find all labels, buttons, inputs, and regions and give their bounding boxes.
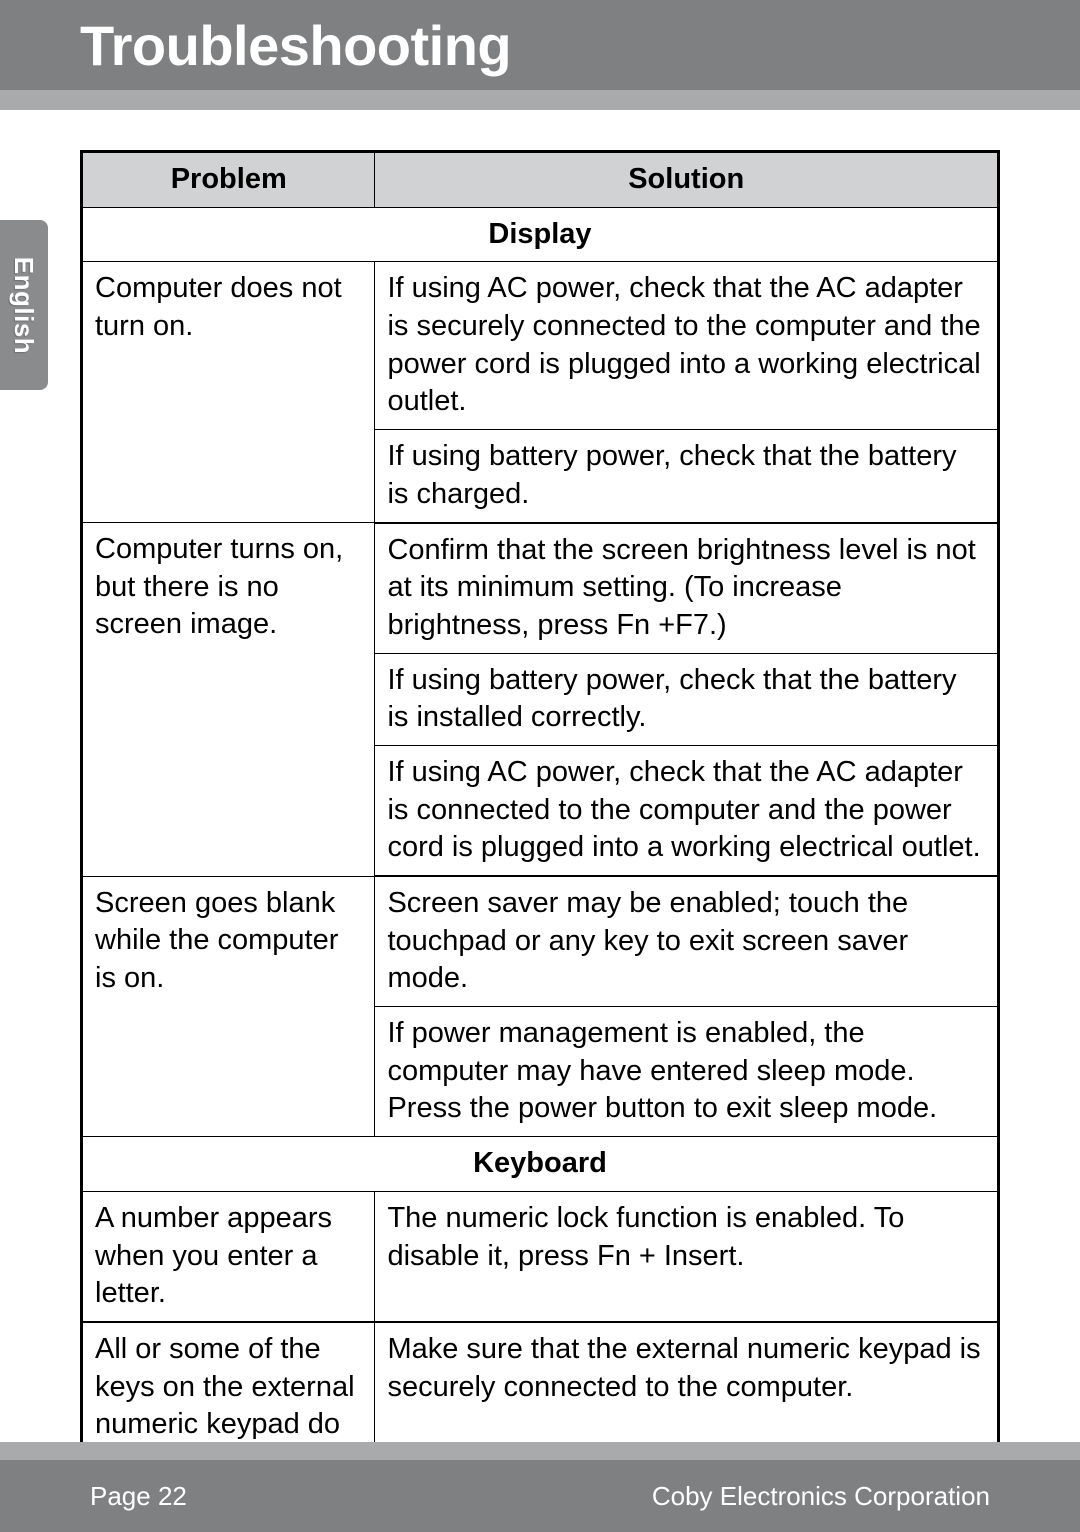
language-tab: English xyxy=(0,220,48,390)
page-header-band: Troubleshooting xyxy=(0,0,1080,90)
solution-cell: The numeric lock function is enabled. To… xyxy=(375,1191,999,1322)
solution-cell: If using battery power, check that the b… xyxy=(375,430,999,523)
solution-cell: Screen saver may be enabled; touch the t… xyxy=(375,876,999,1007)
solution-cell: If using AC power, check that the AC ada… xyxy=(375,745,999,876)
section-row-display: Display xyxy=(82,207,999,262)
column-header-problem: Problem xyxy=(82,152,375,208)
solution-cell: If using battery power, check that the b… xyxy=(375,653,999,745)
page-footer: Page 22 Coby Electronics Corporation xyxy=(0,1442,1080,1532)
solution-cell: If using AC power, check that the AC ada… xyxy=(375,262,999,430)
language-tab-label: English xyxy=(9,256,40,353)
footer-accent-strip xyxy=(0,1442,1080,1460)
table-row: Screen goes blank while the computer is … xyxy=(82,876,999,1007)
troubleshooting-table: Problem Solution Display Computer does n… xyxy=(80,150,1000,1493)
content-area: Problem Solution Display Computer does n… xyxy=(0,110,1080,1493)
company-name: Coby Electronics Corporation xyxy=(652,1481,990,1512)
footer-band: Page 22 Coby Electronics Corporation xyxy=(0,1460,1080,1532)
table-header-row: Problem Solution xyxy=(82,152,999,208)
page-number: Page 22 xyxy=(90,1481,187,1512)
section-row-keyboard: Keyboard xyxy=(82,1137,999,1192)
solution-cell: If power management is enabled, the comp… xyxy=(375,1007,999,1137)
problem-cell: Computer does not turn on. xyxy=(82,262,375,523)
page-title: Troubleshooting xyxy=(80,13,511,78)
table-row: A number appears when you enter a letter… xyxy=(82,1191,999,1322)
table-row: Computer turns on, but there is no scree… xyxy=(82,523,999,654)
column-header-solution: Solution xyxy=(375,152,999,208)
problem-cell: A number appears when you enter a letter… xyxy=(82,1191,375,1322)
problem-cell: Screen goes blank while the computer is … xyxy=(82,876,375,1137)
problem-cell: Computer turns on, but there is no scree… xyxy=(82,523,375,877)
section-heading-keyboard: Keyboard xyxy=(82,1137,999,1192)
section-heading-display: Display xyxy=(82,207,999,262)
solution-cell: Confirm that the screen brightness level… xyxy=(375,523,999,654)
header-accent-strip xyxy=(0,90,1080,110)
table-row: Computer does not turn on. If using AC p… xyxy=(82,262,999,430)
